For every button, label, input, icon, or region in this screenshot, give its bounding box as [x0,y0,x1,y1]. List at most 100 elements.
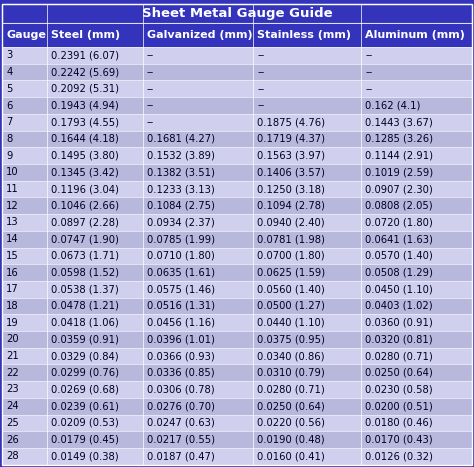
Text: 0.1644 (4.18): 0.1644 (4.18) [51,134,118,144]
Text: 0.1233 (3.13): 0.1233 (3.13) [147,184,215,194]
Text: 0.0160 (0.41): 0.0160 (0.41) [257,451,325,461]
Text: --: -- [147,100,154,111]
Text: 0.0340 (0.86): 0.0340 (0.86) [257,351,325,361]
Text: 0.0247 (0.63): 0.0247 (0.63) [147,418,215,428]
Text: 0.1406 (3.57): 0.1406 (3.57) [257,167,325,177]
Text: --: -- [365,50,373,60]
Bar [2,97,472,114]
Text: Galvanized (mm): Galvanized (mm) [147,30,253,40]
Text: 0.0360 (0.91): 0.0360 (0.91) [365,318,433,328]
Text: 0.0575 (1.46): 0.0575 (1.46) [147,284,215,294]
Text: 10: 10 [6,167,19,177]
Text: 28: 28 [6,451,19,461]
Text: 0.0785 (1.99): 0.0785 (1.99) [147,234,215,244]
Text: 0.1046 (2.66): 0.1046 (2.66) [51,201,119,211]
Text: 0.1563 (3.97): 0.1563 (3.97) [257,151,325,161]
Text: 0.1719 (4.37): 0.1719 (4.37) [257,134,325,144]
Text: 0.0366 (0.93): 0.0366 (0.93) [147,351,215,361]
Text: 0.0209 (0.53): 0.0209 (0.53) [51,418,118,428]
Text: 0.1250 (3.18): 0.1250 (3.18) [257,184,325,194]
Text: 9: 9 [6,151,12,161]
Text: 0.1382 (3.51): 0.1382 (3.51) [147,167,215,177]
Text: 0.0187 (0.47): 0.0187 (0.47) [147,451,215,461]
Text: 0.1495 (3.80): 0.1495 (3.80) [51,151,118,161]
Text: 0.1345 (3.42): 0.1345 (3.42) [51,167,118,177]
Bar [2,264,472,281]
Bar [2,415,472,431]
Bar [2,198,472,214]
Text: 0.1681 (4.27): 0.1681 (4.27) [147,134,215,144]
Text: 0.0359 (0.91): 0.0359 (0.91) [51,334,118,344]
Text: 23: 23 [6,384,19,395]
Bar [2,448,472,465]
Text: Sheet Metal Gauge Guide: Sheet Metal Gauge Guide [142,7,332,20]
Text: 0.1793 (4.55): 0.1793 (4.55) [51,117,119,127]
Text: 0.0220 (0.56): 0.0220 (0.56) [257,418,325,428]
Bar [2,248,472,264]
Text: 0.0375 (0.95): 0.0375 (0.95) [257,334,325,344]
Text: 0.0456 (1.16): 0.0456 (1.16) [147,318,215,328]
Text: 24: 24 [6,401,19,411]
Text: 0.0149 (0.38): 0.0149 (0.38) [51,451,118,461]
Text: 0.1943 (4.94): 0.1943 (4.94) [51,100,118,111]
Text: 0.0508 (1.29): 0.0508 (1.29) [365,268,433,277]
Text: 0.1443 (3.67): 0.1443 (3.67) [365,117,433,127]
Text: 0.0396 (1.01): 0.0396 (1.01) [147,334,215,344]
Text: 0.0450 (1.10): 0.0450 (1.10) [365,284,433,294]
Bar [2,4,472,23]
Text: 17: 17 [6,284,19,294]
Text: 0.0440 (1.10): 0.0440 (1.10) [257,318,325,328]
Text: 0.1875 (4.76): 0.1875 (4.76) [257,117,325,127]
Text: 0.0230 (0.58): 0.0230 (0.58) [365,384,433,395]
Text: 0.0934 (2.37): 0.0934 (2.37) [147,218,215,227]
Text: 0.0239 (0.61): 0.0239 (0.61) [51,401,118,411]
Text: 0.0180 (0.46): 0.0180 (0.46) [365,418,433,428]
Bar [2,231,472,248]
Text: 11: 11 [6,184,19,194]
Text: 7: 7 [6,117,12,127]
Bar [2,80,472,97]
Bar [2,147,472,164]
Text: 19: 19 [6,318,19,328]
Bar [2,281,472,297]
Text: 0.0179 (0.45): 0.0179 (0.45) [51,435,118,445]
Bar [2,314,472,331]
Bar [2,164,472,181]
Bar [2,297,472,314]
Text: 0.0217 (0.55): 0.0217 (0.55) [147,435,215,445]
Bar [2,398,472,415]
Text: 0.0250 (0.64): 0.0250 (0.64) [257,401,325,411]
Text: 0.0516 (1.31): 0.0516 (1.31) [147,301,215,311]
Bar [2,131,472,147]
Bar [2,47,472,64]
Text: 0.0641 (1.63): 0.0641 (1.63) [365,234,433,244]
Text: 0.1019 (2.59): 0.1019 (2.59) [365,167,433,177]
Text: 0.0306 (0.78): 0.0306 (0.78) [147,384,215,395]
Text: 0.0280 (0.71): 0.0280 (0.71) [365,351,433,361]
Text: --: -- [147,50,154,60]
Bar [2,348,472,364]
Text: 3: 3 [6,50,12,60]
Text: 0.0320 (0.81): 0.0320 (0.81) [365,334,433,344]
Bar [2,214,472,231]
Text: 0.0747 (1.90): 0.0747 (1.90) [51,234,118,244]
Bar [2,181,472,198]
Text: --: -- [257,84,264,94]
Text: 0.0808 (2.05): 0.0808 (2.05) [365,201,433,211]
Text: --: -- [365,67,373,77]
Text: 0.0781 (1.98): 0.0781 (1.98) [257,234,325,244]
Text: 8: 8 [6,134,12,144]
Text: 0.0635 (1.61): 0.0635 (1.61) [147,268,215,277]
Text: 0.0329 (0.84): 0.0329 (0.84) [51,351,118,361]
Text: Stainless (mm): Stainless (mm) [257,30,351,40]
Text: Gauge: Gauge [6,30,46,40]
Text: 0.0336 (0.85): 0.0336 (0.85) [147,368,215,378]
Text: --: -- [365,84,373,94]
Text: 0.0280 (0.71): 0.0280 (0.71) [257,384,325,395]
Text: 0.0200 (0.51): 0.0200 (0.51) [365,401,433,411]
Bar [2,64,472,80]
Text: 21: 21 [6,351,19,361]
Text: 22: 22 [6,368,19,378]
Text: 0.1285 (3.26): 0.1285 (3.26) [365,134,433,144]
Text: 0.0126 (0.32): 0.0126 (0.32) [365,451,433,461]
